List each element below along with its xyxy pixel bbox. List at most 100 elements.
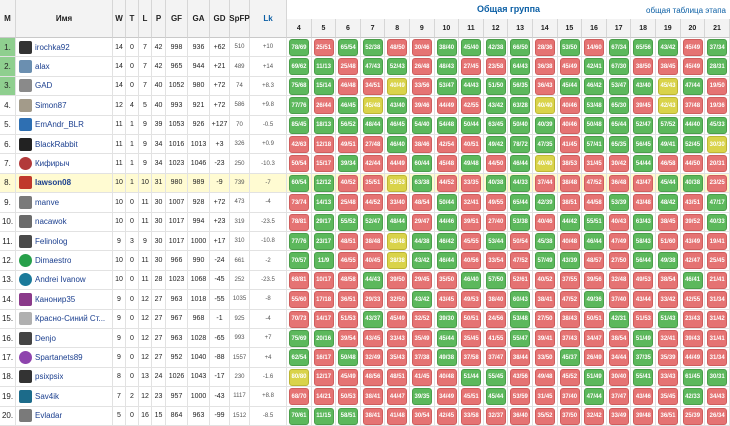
match-result-loss[interactable]: 43/47 (633, 174, 654, 192)
match-result-loss[interactable]: 48/57 (584, 252, 605, 270)
match-result-win[interactable]: 47/35 (535, 136, 555, 153)
match-result-loss[interactable]: 38/43 (559, 310, 580, 328)
match-result-win[interactable]: 51/49 (633, 330, 654, 347)
player-name[interactable]: irochka92 (35, 42, 70, 52)
match-result-win[interactable]: 75/69 (289, 330, 309, 347)
match-result-loss[interactable]: 32/42 (584, 407, 605, 425)
player-name[interactable]: Felinolog (35, 236, 68, 246)
match-result-loss[interactable]: 45/48 (436, 155, 457, 173)
header-round-21[interactable]: 21 (705, 19, 730, 38)
match-result-loss[interactable]: 23/43 (682, 310, 703, 328)
player-name-cell[interactable]: Кифирыч (16, 154, 113, 174)
match-result-loss[interactable]: 40/43 (608, 213, 629, 231)
match-result-win[interactable]: 28/31 (707, 58, 728, 76)
match-result-loss[interactable]: 20/31 (707, 155, 728, 173)
header-spfp[interactable]: SpFP (229, 0, 250, 38)
match-result-loss[interactable]: 33/54 (485, 252, 506, 270)
match-result-win[interactable]: 77/76 (289, 97, 309, 115)
match-result-loss[interactable]: 36/51 (658, 407, 678, 425)
match-result-loss[interactable]: 10/17 (313, 271, 334, 289)
match-result-loss[interactable]: 37/47 (608, 388, 629, 406)
match-result-loss[interactable]: 35/45 (658, 388, 678, 406)
match-result-win[interactable]: 45/44 (559, 77, 580, 95)
match-result-loss[interactable]: 68/70 (289, 388, 309, 406)
match-result-loss[interactable]: 19/50 (707, 77, 728, 95)
match-result-loss[interactable]: 45/55 (461, 233, 482, 250)
match-result-win[interactable]: 75/68 (289, 77, 309, 95)
match-result-loss[interactable]: 12/17 (313, 368, 334, 386)
match-result-loss[interactable]: 34/44 (608, 349, 629, 367)
match-result-win[interactable]: 46/40 (461, 271, 482, 289)
match-result-loss[interactable]: 50/54 (289, 155, 309, 173)
match-result-loss[interactable]: 35/49 (412, 330, 432, 347)
match-result-loss[interactable]: 40/52 (338, 174, 359, 192)
match-result-loss[interactable]: 35/52 (535, 407, 555, 425)
match-result-loss[interactable]: 39/51 (461, 213, 482, 231)
match-result-win[interactable]: 55/52 (338, 213, 359, 231)
match-result-loss[interactable]: 35/50 (436, 271, 457, 289)
player-name-cell[interactable]: Evladar (16, 406, 113, 426)
match-result-loss[interactable]: 35/43 (387, 349, 408, 367)
match-result-loss[interactable]: 48/54 (412, 194, 432, 212)
match-result-loss[interactable]: 40/48 (559, 233, 580, 250)
match-result-loss[interactable]: 38/51 (559, 194, 580, 212)
group-title[interactable]: Общая группа (476, 4, 541, 14)
match-result-win[interactable]: 85/45 (289, 116, 309, 134)
match-result-win[interactable]: 45/40 (461, 39, 482, 56)
match-result-loss[interactable]: 40/52 (535, 271, 555, 289)
match-result-win[interactable]: 55/47 (510, 330, 531, 347)
match-result-win[interactable]: 50/40 (510, 116, 531, 134)
match-result-loss[interactable]: 26/44 (313, 97, 334, 115)
match-result-win[interactable]: 42/31 (608, 310, 629, 328)
match-result-loss[interactable]: 49/53 (633, 271, 654, 289)
match-result-loss[interactable]: 23/25 (707, 174, 728, 192)
match-result-win[interactable]: 37/34 (707, 39, 728, 56)
player-name-cell[interactable]: GAD (16, 76, 113, 97)
match-result-win[interactable]: 48/44 (387, 213, 408, 231)
match-result-win[interactable]: 53/47 (608, 77, 629, 95)
match-result-loss[interactable]: 31/34 (707, 291, 728, 309)
header-round-17[interactable]: 17 (606, 19, 632, 38)
match-result-loss[interactable]: 41/45 (559, 136, 580, 153)
match-result-win[interactable]: 53/44 (485, 233, 506, 250)
match-result-win[interactable]: 61/45 (682, 368, 703, 386)
match-result-loss[interactable]: 55/60 (289, 291, 309, 309)
match-result-win[interactable]: 43/42 (658, 39, 678, 56)
match-result-loss[interactable]: 15/17 (313, 155, 334, 173)
header-p[interactable]: P (152, 0, 166, 38)
header-round-6[interactable]: 6 (336, 19, 361, 38)
header-w[interactable]: W (113, 0, 126, 38)
match-result-loss[interactable]: 38/41 (535, 291, 555, 309)
match-result-loss[interactable]: 40/46 (535, 213, 555, 231)
match-result-loss[interactable]: 38/46 (412, 136, 432, 153)
match-result-loss[interactable]: 14/60 (584, 39, 605, 56)
match-result-loss[interactable]: 53/59 (510, 388, 531, 406)
match-result-win[interactable]: 44/38 (412, 233, 432, 250)
player-name-cell[interactable]: Andrei Ivanow (16, 270, 113, 291)
match-result-loss[interactable]: 43/56 (510, 368, 531, 386)
match-result-loss[interactable]: 45/49 (682, 39, 703, 56)
match-result-win[interactable]: 54/40 (412, 116, 432, 134)
player-name[interactable]: Evladar (35, 411, 63, 421)
match-result-loss[interactable]: 49/55 (485, 194, 506, 212)
match-result-win[interactable]: 43/37 (362, 310, 383, 328)
match-result-loss[interactable]: 49/48 (535, 368, 555, 386)
player-name[interactable]: GAD (35, 81, 53, 91)
match-result-loss[interactable]: 37/55 (559, 271, 580, 289)
match-result-win[interactable]: 20/16 (313, 330, 334, 347)
match-result-win[interactable]: 65/30 (608, 97, 629, 115)
header-ga[interactable]: GA (188, 0, 210, 38)
player-name[interactable]: Красно-Синий Ст... (35, 314, 106, 324)
header-round-7[interactable]: 7 (360, 19, 386, 38)
match-result-loss[interactable]: 51/53 (338, 310, 359, 328)
header-round-4[interactable]: 4 (287, 19, 312, 38)
match-result-loss[interactable]: 38/48 (362, 233, 383, 250)
match-result-loss[interactable]: 32/50 (387, 291, 408, 309)
match-result-loss[interactable]: 50/54 (510, 233, 531, 250)
player-name[interactable]: Simon87 (35, 100, 67, 110)
match-result-loss[interactable]: 48/51 (387, 368, 408, 386)
match-result-loss[interactable]: 44/49 (436, 97, 457, 115)
match-result-win[interactable]: 43/40 (633, 77, 654, 95)
player-name[interactable]: lawson08 (35, 178, 72, 188)
match-result-win[interactable]: 15/14 (313, 77, 334, 95)
